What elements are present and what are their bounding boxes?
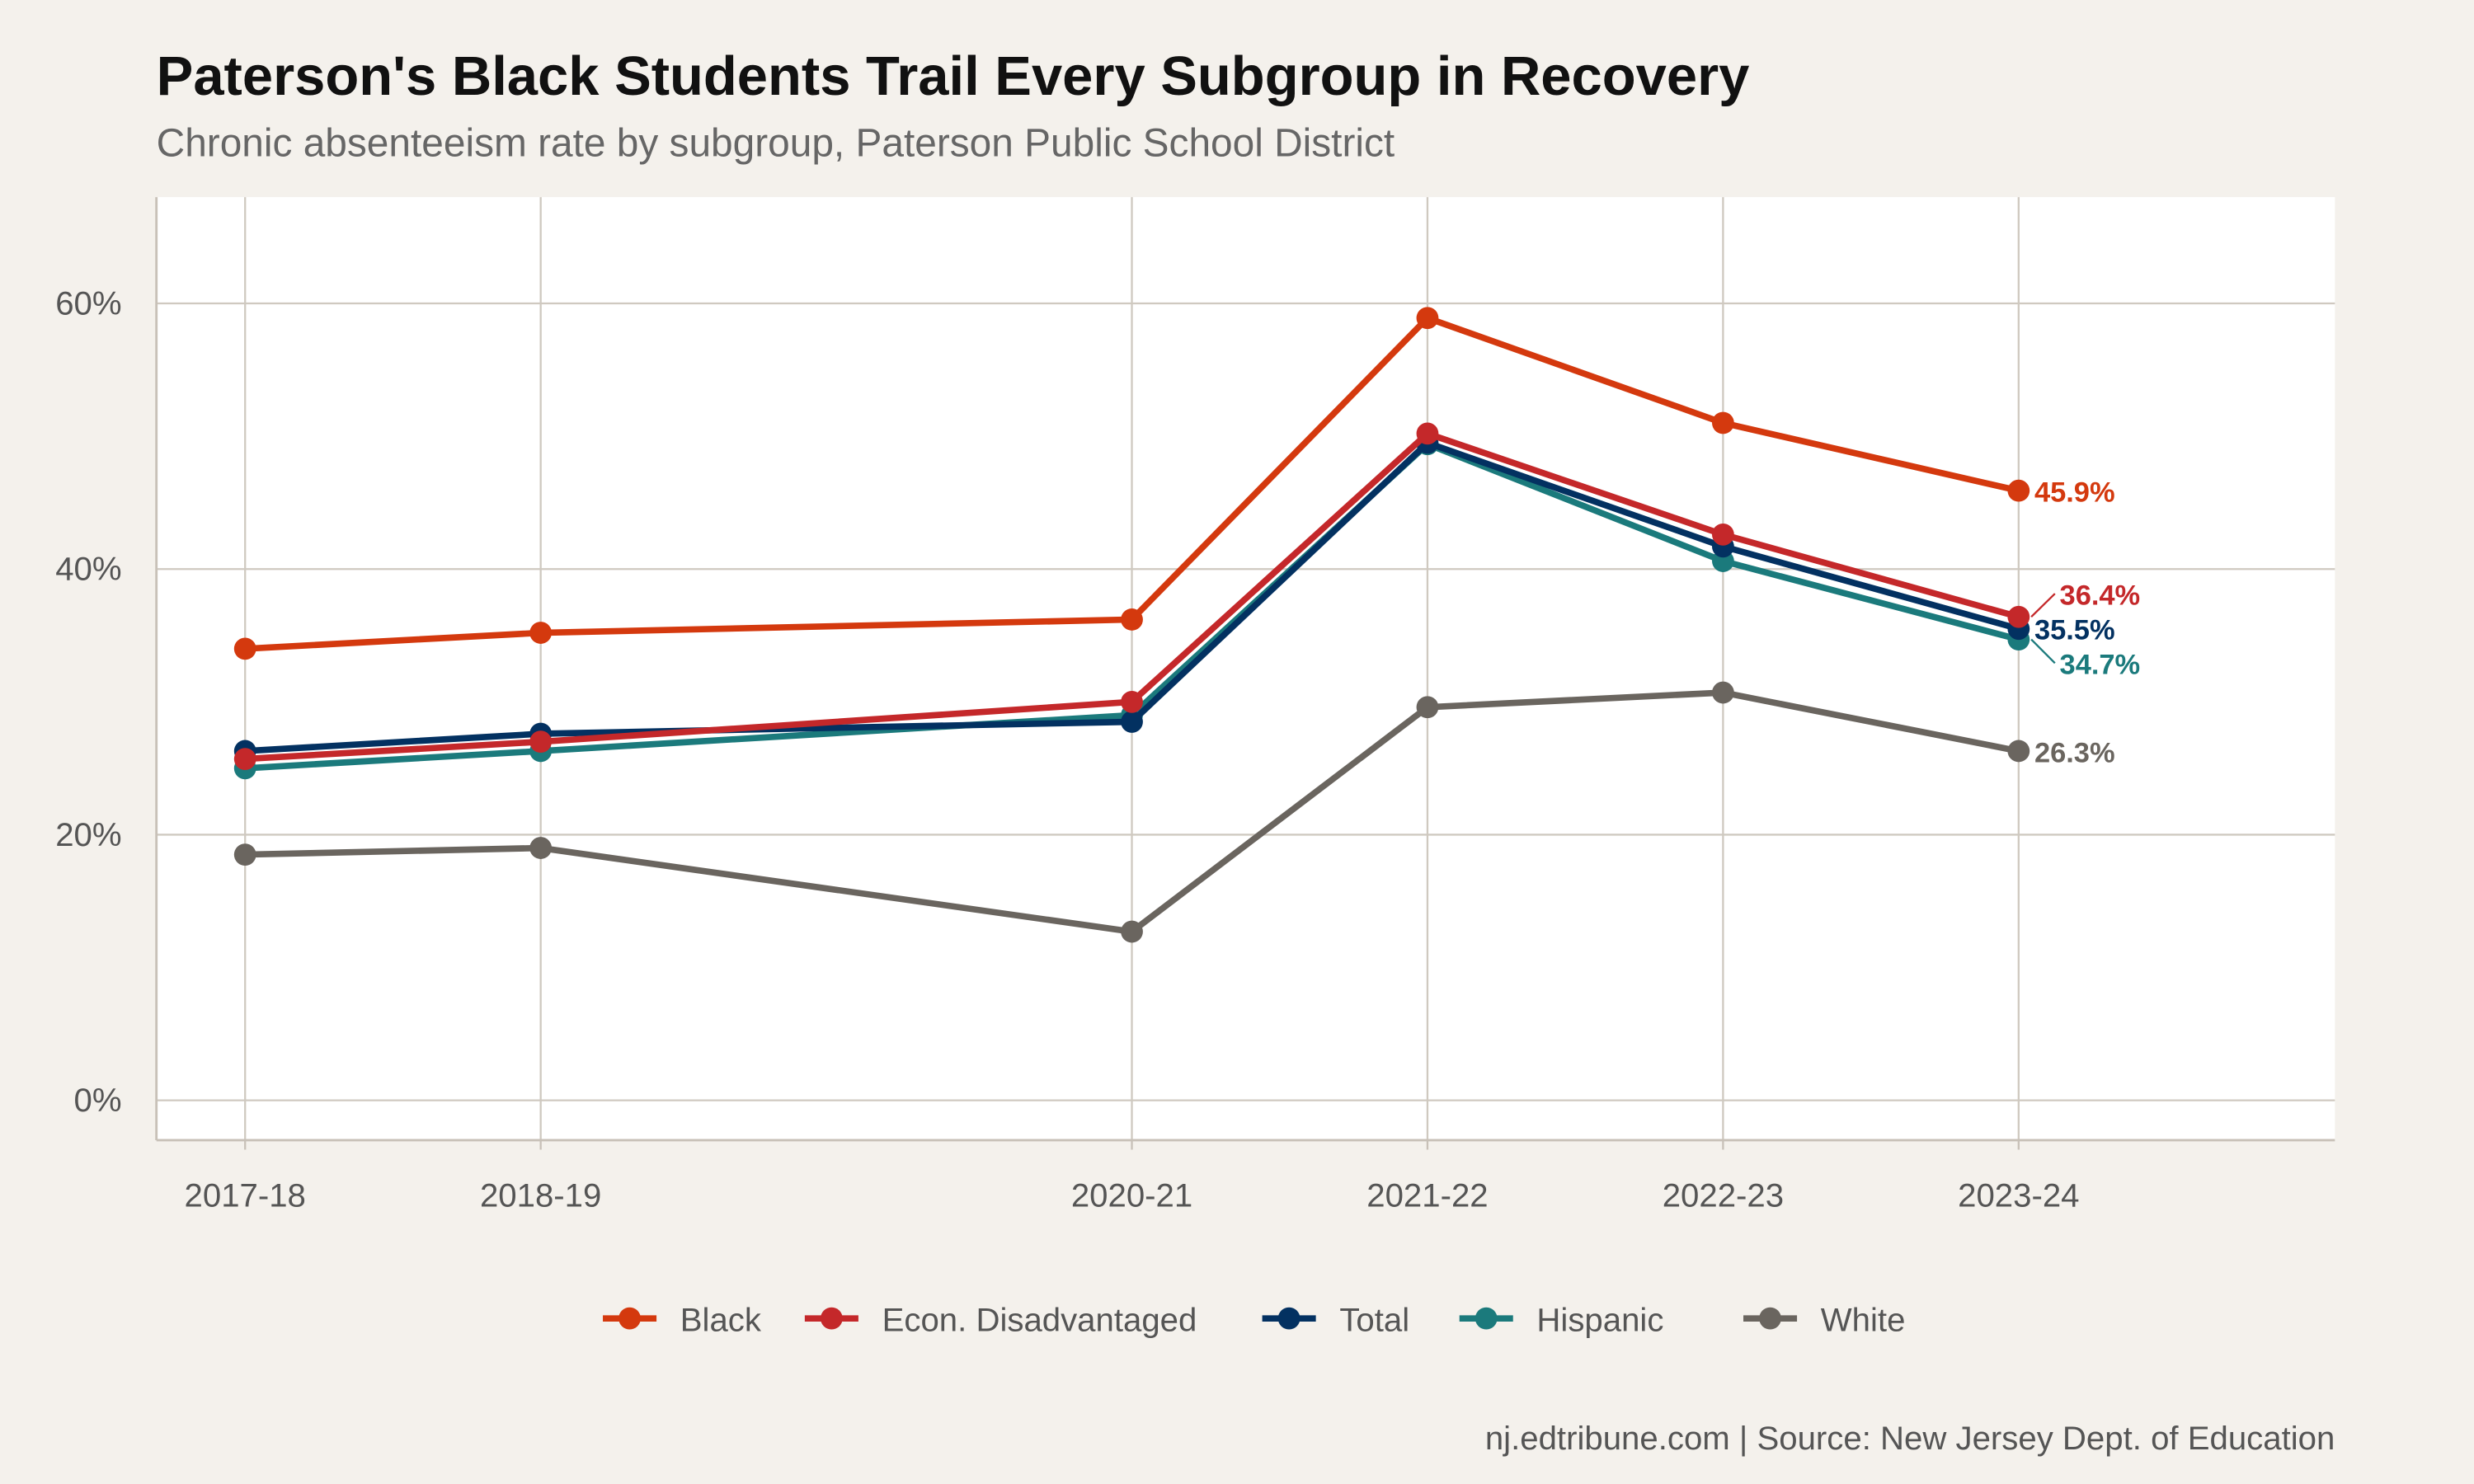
end-label: 36.4% — [2060, 580, 2141, 611]
legend-item: Black — [603, 1301, 762, 1338]
legend-label: Total — [1339, 1301, 1409, 1338]
chart-title: Paterson's Black Students Trail Every Su… — [157, 45, 1750, 107]
data-point — [1416, 307, 1439, 330]
x-tick-labels: 2017-18 2018-19 2020-21 2021-22 2022-23 2023-… — [185, 1176, 2080, 1214]
end-label-leader — [2030, 638, 2056, 665]
data-point — [1121, 690, 1143, 713]
gridlines — [156, 197, 2335, 1150]
legend-item: Econ. Disadvantaged — [804, 1301, 1197, 1338]
x-tick-label: 2017-18 — [185, 1176, 306, 1214]
x-tick-label: 2018-19 — [480, 1176, 601, 1214]
legend-key-point — [821, 1307, 843, 1330]
legend-key-point — [618, 1307, 641, 1330]
series-white — [233, 681, 2030, 943]
series-lines — [233, 307, 2030, 943]
data-point — [1121, 920, 1143, 943]
data-point — [1712, 411, 1734, 434]
end-label: 45.9% — [2034, 477, 2115, 509]
data-point — [2007, 479, 2030, 502]
end-label: 35.5% — [2034, 615, 2115, 646]
y-tick-label: 60% — [55, 284, 121, 322]
legend: Black Econ. Disadvantaged Total Hispanic Whi… — [603, 1301, 1905, 1338]
data-point — [529, 622, 553, 644]
data-point — [1416, 422, 1439, 445]
data-point — [1121, 711, 1143, 733]
data-point — [1712, 523, 1734, 546]
data-point — [1416, 696, 1439, 719]
x-tick-label: 2021-22 — [1366, 1176, 1488, 1214]
legend-item: Hispanic — [1459, 1301, 1663, 1338]
legend-label: Econ. Disadvantaged — [882, 1301, 1197, 1338]
x-tick-label: 2022-23 — [1663, 1176, 1784, 1214]
x-tick-label: 2020-21 — [1071, 1176, 1192, 1214]
legend-key-point — [1759, 1307, 1781, 1330]
chart-subtitle: Chronic absenteeism rate by subgroup, Pa… — [157, 121, 1395, 165]
data-point — [233, 748, 256, 770]
data-point — [233, 843, 256, 866]
series-line — [244, 430, 2020, 763]
legend-key-point — [1277, 1307, 1300, 1330]
caption: nj.edtribune.com | Source: New Jersey De… — [1485, 1420, 2335, 1457]
legend-item: White — [1743, 1301, 1905, 1338]
end-label-leader — [2030, 593, 2056, 618]
data-point — [529, 837, 553, 859]
end-label: 34.7% — [2060, 650, 2141, 681]
data-point — [1121, 608, 1143, 631]
y-tick-label: 20% — [55, 816, 121, 853]
y-tick-label: 0% — [74, 1082, 122, 1119]
end-labels: 45.9% 36.4% 35.5% 34.7% 26.3% — [2030, 477, 2141, 768]
y-tick-labels: 0% 20% 40% 60% — [55, 284, 121, 1119]
plot-panel — [156, 197, 2335, 1140]
data-point — [233, 637, 256, 660]
series-econ-disadvantaged — [233, 422, 2030, 770]
legend-label: Black — [680, 1301, 762, 1338]
data-point — [1712, 681, 1734, 704]
series-black — [233, 307, 2030, 660]
series-line — [245, 689, 2020, 935]
y-tick-label: 40% — [55, 551, 121, 588]
series-line — [244, 439, 2020, 754]
data-point — [2007, 605, 2030, 628]
end-label: 26.3% — [2034, 737, 2115, 768]
data-point — [529, 730, 553, 754]
legend-key-point — [1475, 1307, 1498, 1330]
legend-label: White — [1821, 1301, 1906, 1338]
series-line — [245, 314, 2020, 652]
data-point — [2007, 740, 2030, 763]
legend-item: Total — [1262, 1301, 1409, 1338]
legend-label: Hispanic — [1536, 1301, 1663, 1338]
x-tick-label: 2023-24 — [1958, 1176, 2079, 1214]
